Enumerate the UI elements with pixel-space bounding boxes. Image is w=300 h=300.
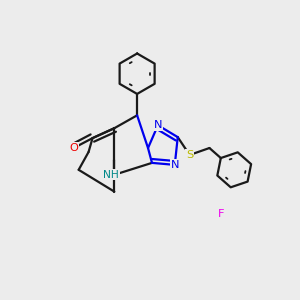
Text: NH: NH [103, 170, 119, 180]
Text: N: N [154, 120, 162, 130]
Text: N: N [170, 160, 179, 170]
Text: S: S [186, 150, 193, 160]
Text: O: O [69, 143, 78, 153]
Text: F: F [218, 209, 225, 219]
